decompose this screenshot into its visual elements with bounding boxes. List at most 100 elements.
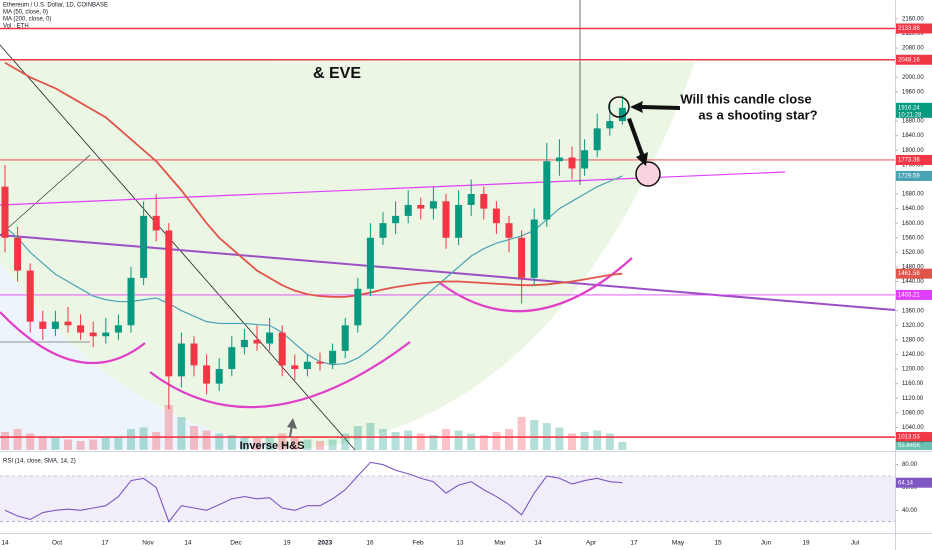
x-tick-label: 17 xyxy=(101,540,109,547)
candle-body xyxy=(278,332,286,366)
candle-body xyxy=(606,121,614,129)
y-tick-label: 1040.00 xyxy=(902,425,924,431)
volume-bar xyxy=(215,433,224,450)
price-label: 1403.21 xyxy=(898,293,920,299)
price-label-box xyxy=(896,268,932,279)
volume-bar xyxy=(341,433,350,450)
volume-bar xyxy=(303,439,312,450)
annotation: as a shooting star? xyxy=(698,107,817,122)
arrow xyxy=(627,118,648,166)
volume-bar xyxy=(76,441,85,450)
blue-area xyxy=(0,262,310,450)
volume-bar xyxy=(479,435,488,450)
drawings xyxy=(0,0,896,451)
annotation: Will this candle close xyxy=(680,91,811,106)
price-label-box xyxy=(896,154,932,165)
candle-body xyxy=(1,186,9,238)
price-label-box xyxy=(896,289,932,300)
rsi-line xyxy=(4,461,623,523)
volume-bar xyxy=(605,433,614,450)
volume-label-box xyxy=(896,441,932,450)
volume-bar xyxy=(127,429,135,450)
volume-bar xyxy=(379,429,387,450)
volume-bar xyxy=(416,433,425,450)
y-tick-label: 1280.00 xyxy=(902,337,924,343)
x-tick-label: 19 xyxy=(283,540,291,547)
candle-body xyxy=(152,215,160,231)
candle-body xyxy=(543,161,551,220)
price-label: 1013.53 xyxy=(898,435,920,441)
volume-bar xyxy=(64,439,72,450)
volume-bar xyxy=(517,417,526,450)
candle-body xyxy=(89,332,97,337)
rsi-band xyxy=(0,476,895,522)
y-tick-label: 2120.00 xyxy=(902,31,924,37)
volume-bar xyxy=(114,436,123,450)
volume-bar xyxy=(353,426,362,450)
candle-body xyxy=(51,321,59,329)
volume-bar xyxy=(139,427,148,450)
volume-bar xyxy=(152,432,161,450)
candle-body xyxy=(593,128,601,151)
plot xyxy=(0,27,895,450)
candle-body xyxy=(26,270,34,322)
volume-bar xyxy=(454,430,463,450)
arc xyxy=(439,257,633,313)
x-tick-label: 17 xyxy=(630,540,638,547)
volume-bar xyxy=(391,432,400,450)
volume-label: 53.845K xyxy=(898,443,920,449)
volume-bar xyxy=(177,417,186,450)
price-label: 2048.16 xyxy=(898,57,920,63)
x-tick-label: 19 xyxy=(802,540,810,547)
trend-line xyxy=(0,44,356,451)
volume-bar xyxy=(190,426,198,450)
price-label-box xyxy=(896,54,932,65)
y-tick-label: 1680.00 xyxy=(902,192,924,198)
y-tick-label: 40.00 xyxy=(902,508,918,514)
candle-body xyxy=(329,350,337,364)
candle-body xyxy=(64,321,72,326)
candle-body xyxy=(455,204,463,238)
price-label-box xyxy=(896,102,932,118)
candle-body xyxy=(127,277,135,326)
volume-bar xyxy=(253,438,261,450)
circle xyxy=(608,96,630,118)
price-label: 1461.58 xyxy=(898,271,920,277)
y-tick-label: 1200.00 xyxy=(902,367,924,373)
y-tick-label: 1600.00 xyxy=(902,221,924,227)
purple-trend xyxy=(0,234,896,311)
ma-line xyxy=(4,175,623,366)
candle-body xyxy=(140,215,148,278)
candle-body xyxy=(39,321,47,329)
x-tick-label: 14 xyxy=(184,540,192,547)
volume-bar xyxy=(290,436,299,450)
volume-bar xyxy=(227,435,236,450)
volume-bar xyxy=(316,441,324,450)
candle-body xyxy=(404,204,412,216)
price-label-box xyxy=(896,432,932,443)
candle-body xyxy=(266,332,274,344)
chart-title: Ethereum / U.S. Dollar, 1D, COINBASE xyxy=(3,3,108,9)
candle-body xyxy=(316,361,324,364)
cup-area xyxy=(0,60,695,448)
rsi-title: RSI (14, close, SMA, 14, 2) xyxy=(3,459,76,465)
price-label: 1773.36 xyxy=(898,158,920,164)
price-label: 2133.88 xyxy=(898,26,920,32)
candle-body xyxy=(379,223,387,238)
candle-body xyxy=(77,325,85,333)
candle-body xyxy=(555,157,563,162)
rsi-label: 64.14 xyxy=(898,480,914,486)
candle-body xyxy=(14,237,22,271)
candle-body xyxy=(203,365,211,384)
y-tick-label: 2080.00 xyxy=(902,46,924,52)
volume-bar xyxy=(442,429,450,450)
price-label-box xyxy=(896,23,932,34)
volume-bar xyxy=(593,430,602,450)
x-tick-label: 2023 xyxy=(318,540,333,547)
candle-body xyxy=(253,339,261,344)
legend-entry: MA (200, close, 0) xyxy=(3,17,51,23)
candle-body xyxy=(467,194,475,205)
candle-body xyxy=(492,208,500,224)
volume-bar xyxy=(89,439,98,450)
